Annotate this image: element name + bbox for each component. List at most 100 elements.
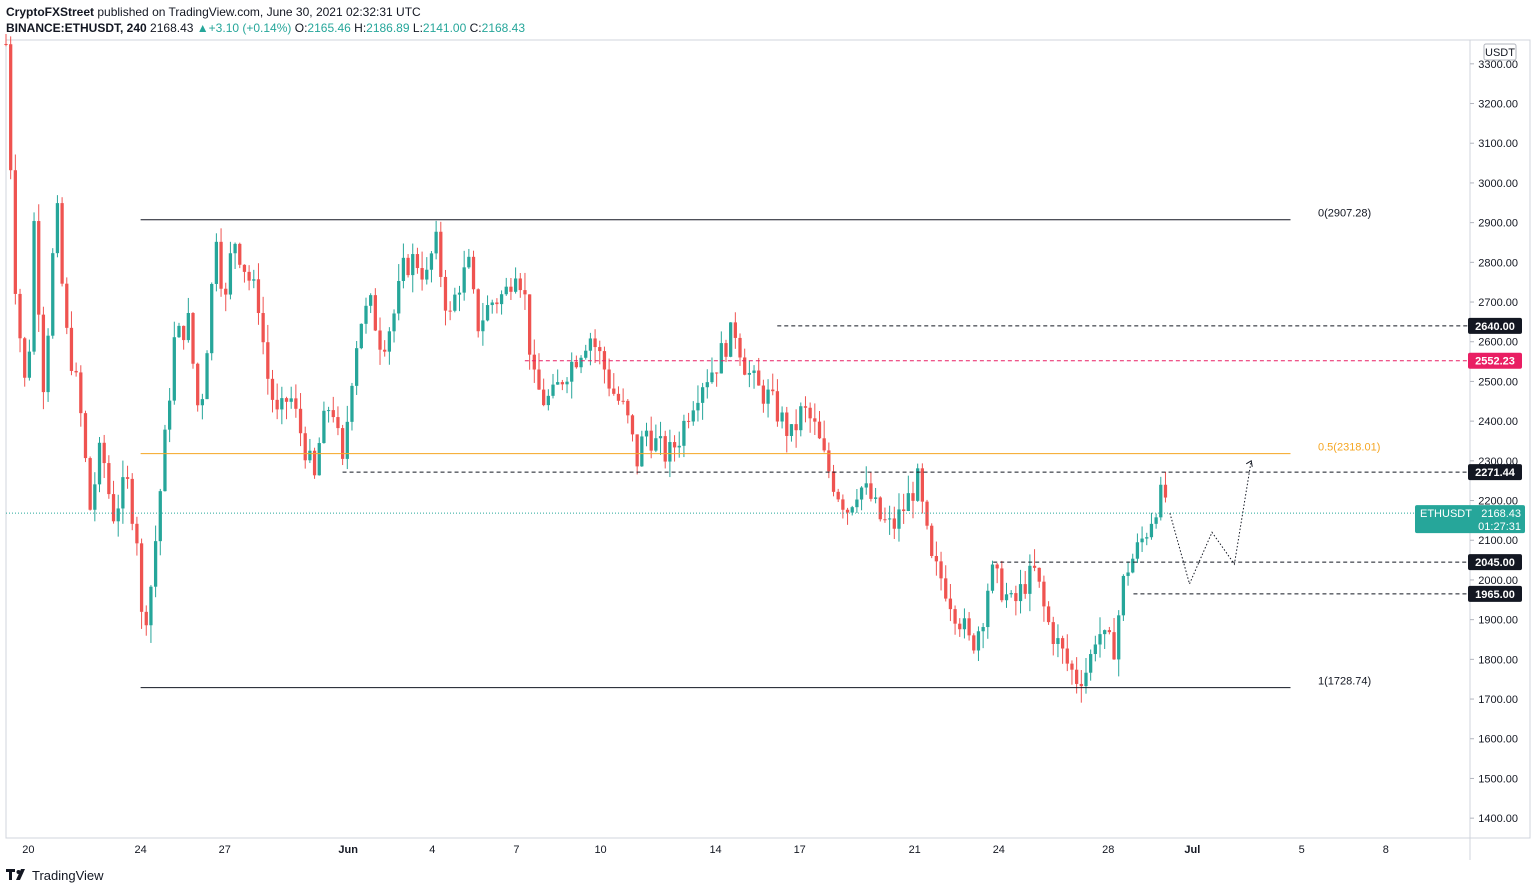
candle-body bbox=[1023, 584, 1027, 594]
candle-body bbox=[448, 310, 452, 312]
candle-body bbox=[1089, 654, 1093, 673]
candle-body bbox=[1098, 634, 1102, 645]
candle-body bbox=[481, 320, 485, 332]
candle-body bbox=[322, 410, 326, 444]
candle-body bbox=[668, 442, 672, 462]
candle-body bbox=[579, 357, 583, 368]
candle-body bbox=[1140, 538, 1144, 543]
candle-body bbox=[626, 400, 630, 416]
candle-body bbox=[462, 267, 466, 293]
candle-body bbox=[691, 410, 695, 422]
x-tick-label: 21 bbox=[909, 844, 921, 856]
candle-body bbox=[1112, 632, 1116, 660]
candle-body bbox=[13, 170, 17, 294]
candle-body bbox=[700, 387, 705, 403]
candle-body bbox=[111, 494, 116, 522]
tradingview-brand[interactable]: TradingView bbox=[32, 868, 104, 883]
candle-body bbox=[686, 420, 691, 422]
candle-body bbox=[1163, 484, 1168, 498]
candle-body bbox=[532, 354, 536, 370]
candle-body bbox=[513, 278, 518, 292]
x-tick-label: 10 bbox=[594, 844, 606, 856]
candle-body bbox=[252, 279, 256, 281]
candle-body bbox=[167, 400, 172, 430]
candle-body bbox=[1131, 558, 1135, 573]
resistance-2271-tag-box bbox=[1468, 464, 1522, 481]
candle-body bbox=[200, 399, 204, 406]
candle-body bbox=[1056, 638, 1060, 644]
current-price-box bbox=[1415, 505, 1525, 534]
candle-body bbox=[873, 497, 878, 499]
candle-body bbox=[1037, 567, 1041, 582]
candle-body bbox=[560, 382, 564, 385]
candle-body bbox=[607, 369, 611, 389]
candle-body bbox=[378, 330, 382, 350]
chart-header: CryptoFXStreet published on TradingView.… bbox=[6, 4, 525, 36]
candle-body bbox=[813, 418, 817, 422]
candle-body bbox=[1046, 606, 1051, 623]
candle-body bbox=[696, 402, 700, 411]
candle-body bbox=[261, 313, 265, 343]
candle-body bbox=[284, 398, 289, 402]
candle-body bbox=[551, 384, 555, 396]
candle-body bbox=[1009, 593, 1013, 595]
x-tick-label: 24 bbox=[993, 844, 1005, 856]
candle-body bbox=[242, 264, 247, 272]
candle-body bbox=[733, 322, 737, 338]
candle-body bbox=[312, 450, 317, 476]
candle-body bbox=[79, 372, 83, 414]
resistance-2552-tag-box bbox=[1468, 352, 1522, 369]
candle-body bbox=[1051, 622, 1055, 644]
candle-body bbox=[1103, 630, 1107, 635]
x-tick-label: 17 bbox=[794, 844, 806, 856]
candle-body bbox=[1121, 575, 1126, 616]
candle-body bbox=[102, 442, 106, 464]
candle-body bbox=[588, 338, 593, 351]
candle-body bbox=[1107, 630, 1111, 633]
forecast-path bbox=[1169, 460, 1252, 586]
candle-body bbox=[747, 372, 752, 375]
candle-body bbox=[93, 484, 97, 510]
publisher-name[interactable]: CryptoFXStreet bbox=[6, 5, 95, 19]
candle-body bbox=[1084, 672, 1088, 687]
x-tick-label: 5 bbox=[1299, 844, 1305, 856]
resistance-2640-tag: 2640.00 bbox=[1475, 321, 1515, 333]
candle-body bbox=[182, 325, 186, 341]
resistance-2640-tag-box bbox=[1468, 317, 1522, 334]
symbol-label[interactable]: BINANCE:ETHUSDT, 240 bbox=[6, 21, 147, 35]
candle-body bbox=[317, 443, 321, 476]
candle-body bbox=[677, 445, 681, 448]
candle-body bbox=[191, 313, 195, 364]
candle-body bbox=[69, 327, 74, 371]
candle-body bbox=[934, 555, 939, 562]
candle-body bbox=[906, 493, 910, 511]
candle-body bbox=[373, 295, 377, 331]
candle-body bbox=[808, 407, 812, 419]
candle-body bbox=[897, 509, 901, 529]
candle-body bbox=[130, 478, 134, 524]
candle-body bbox=[780, 412, 784, 422]
candle-body bbox=[55, 203, 60, 254]
candle-body bbox=[387, 331, 392, 352]
candle-body bbox=[1093, 644, 1097, 655]
y-tick-label: 1500.00 bbox=[1478, 773, 1518, 785]
candle-body bbox=[827, 450, 831, 472]
candle-body bbox=[1145, 537, 1149, 539]
candle-body bbox=[635, 434, 639, 467]
candle-body bbox=[298, 408, 303, 434]
x-tick-label: 20 bbox=[22, 844, 34, 856]
candle-body bbox=[121, 477, 125, 509]
high-label: H: bbox=[354, 21, 367, 35]
candle-body bbox=[630, 415, 635, 435]
support-1965-tag-box bbox=[1468, 585, 1522, 602]
candle-body bbox=[1070, 663, 1074, 670]
candle-body bbox=[4, 43, 8, 45]
candle-body bbox=[65, 283, 69, 328]
support-1965-tag: 1965.00 bbox=[1475, 589, 1515, 601]
candle-body bbox=[855, 499, 859, 508]
candle-body bbox=[958, 623, 962, 630]
candle-body bbox=[981, 627, 985, 632]
close-label: C: bbox=[469, 21, 482, 35]
candle-body bbox=[729, 322, 733, 357]
